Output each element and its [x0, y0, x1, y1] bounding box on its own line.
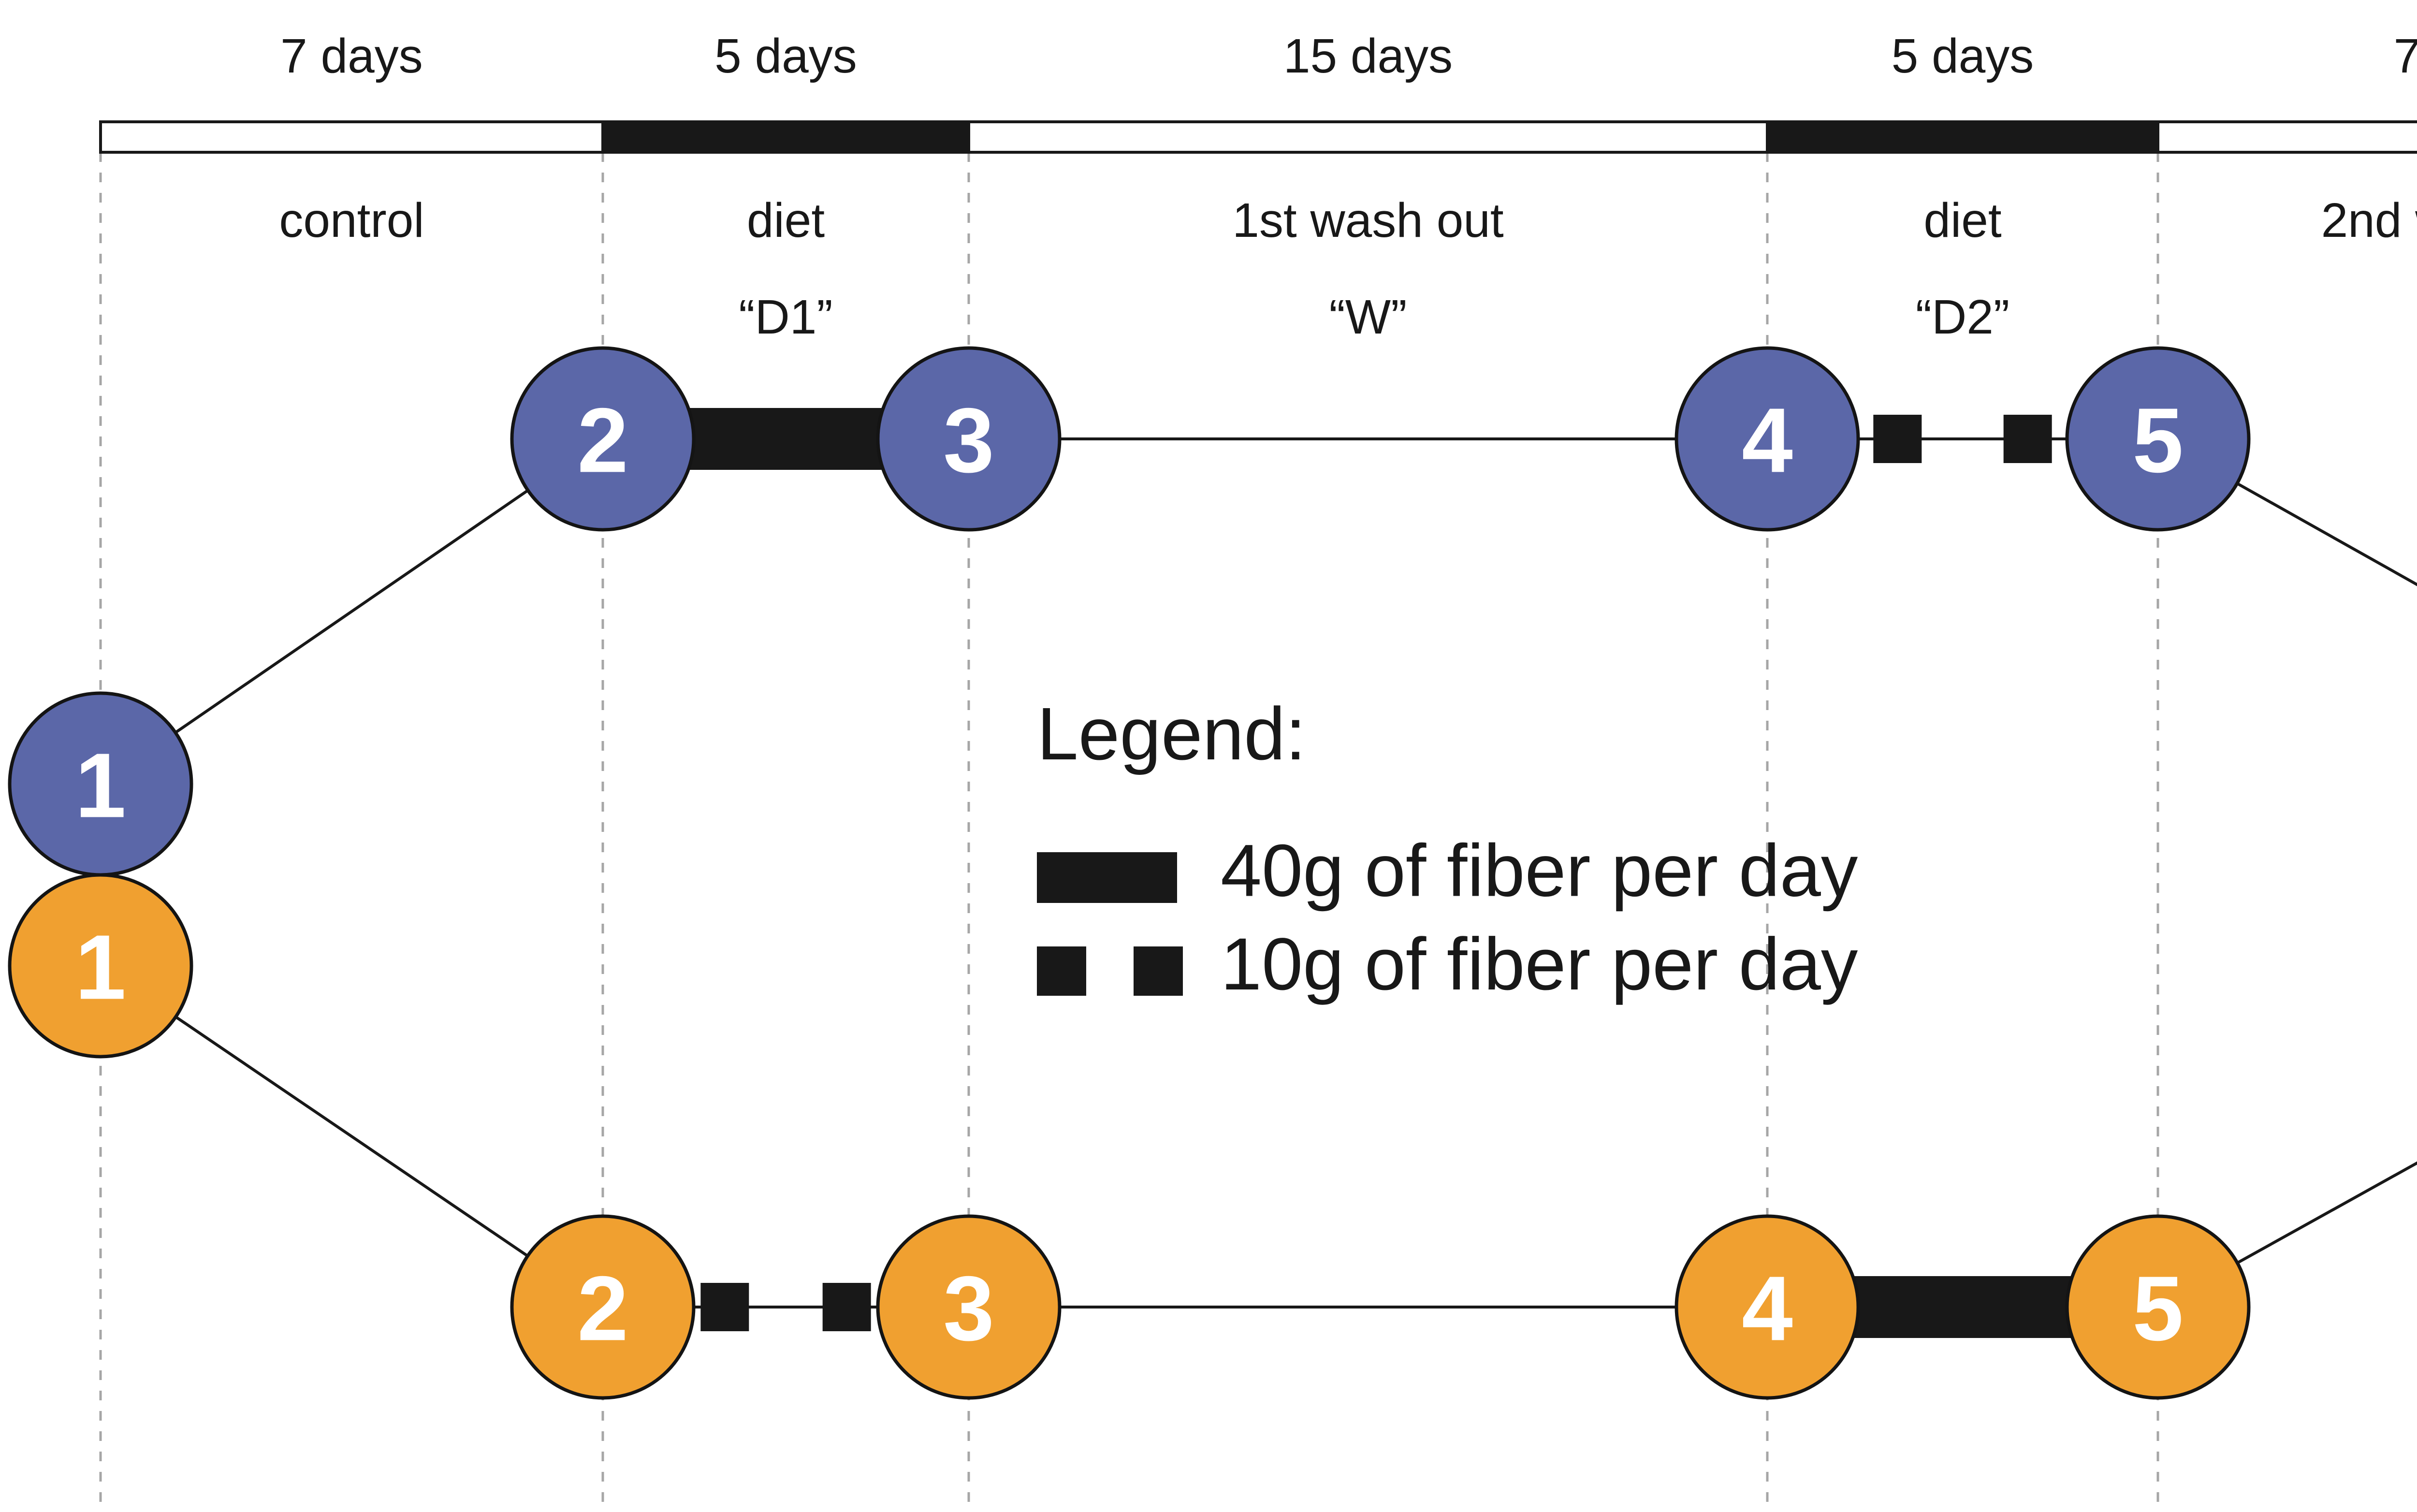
svg-text:2: 2 — [577, 1257, 628, 1360]
svg-text:diet: diet — [1923, 193, 2001, 247]
svg-text:“D1”: “D1” — [739, 290, 832, 344]
svg-text:1st wash out: 1st wash out — [1232, 193, 1504, 247]
svg-text:“D2”: “D2” — [1916, 290, 2009, 344]
svg-text:1: 1 — [75, 916, 126, 1018]
svg-text:1: 1 — [75, 734, 126, 837]
svg-text:5: 5 — [2132, 1257, 2184, 1360]
svg-text:5 days: 5 days — [714, 29, 857, 83]
svg-text:5: 5 — [2132, 389, 2184, 492]
svg-text:Legend:: Legend: — [1037, 692, 1306, 775]
svg-text:3: 3 — [943, 1257, 994, 1360]
svg-text:control: control — [279, 193, 424, 247]
svg-text:2: 2 — [577, 389, 628, 492]
svg-text:diet: diet — [747, 193, 825, 247]
svg-text:4: 4 — [1742, 1257, 1793, 1360]
svg-text:4: 4 — [1742, 389, 1793, 492]
svg-text:3: 3 — [943, 389, 994, 492]
svg-text:40g of fiber per day: 40g of fiber per day — [1221, 829, 1858, 912]
svg-text:10g of fiber per day: 10g of fiber per day — [1221, 923, 1858, 1005]
svg-text:7 days: 7 days — [280, 29, 423, 83]
svg-text:2nd wash out: 2nd wash out — [2321, 193, 2417, 247]
svg-text:“W”: “W” — [1329, 290, 1407, 344]
svg-text:7 days: 7 days — [2394, 29, 2417, 83]
svg-text:5 days: 5 days — [1892, 29, 2034, 83]
svg-text:15 days: 15 days — [1283, 29, 1453, 83]
